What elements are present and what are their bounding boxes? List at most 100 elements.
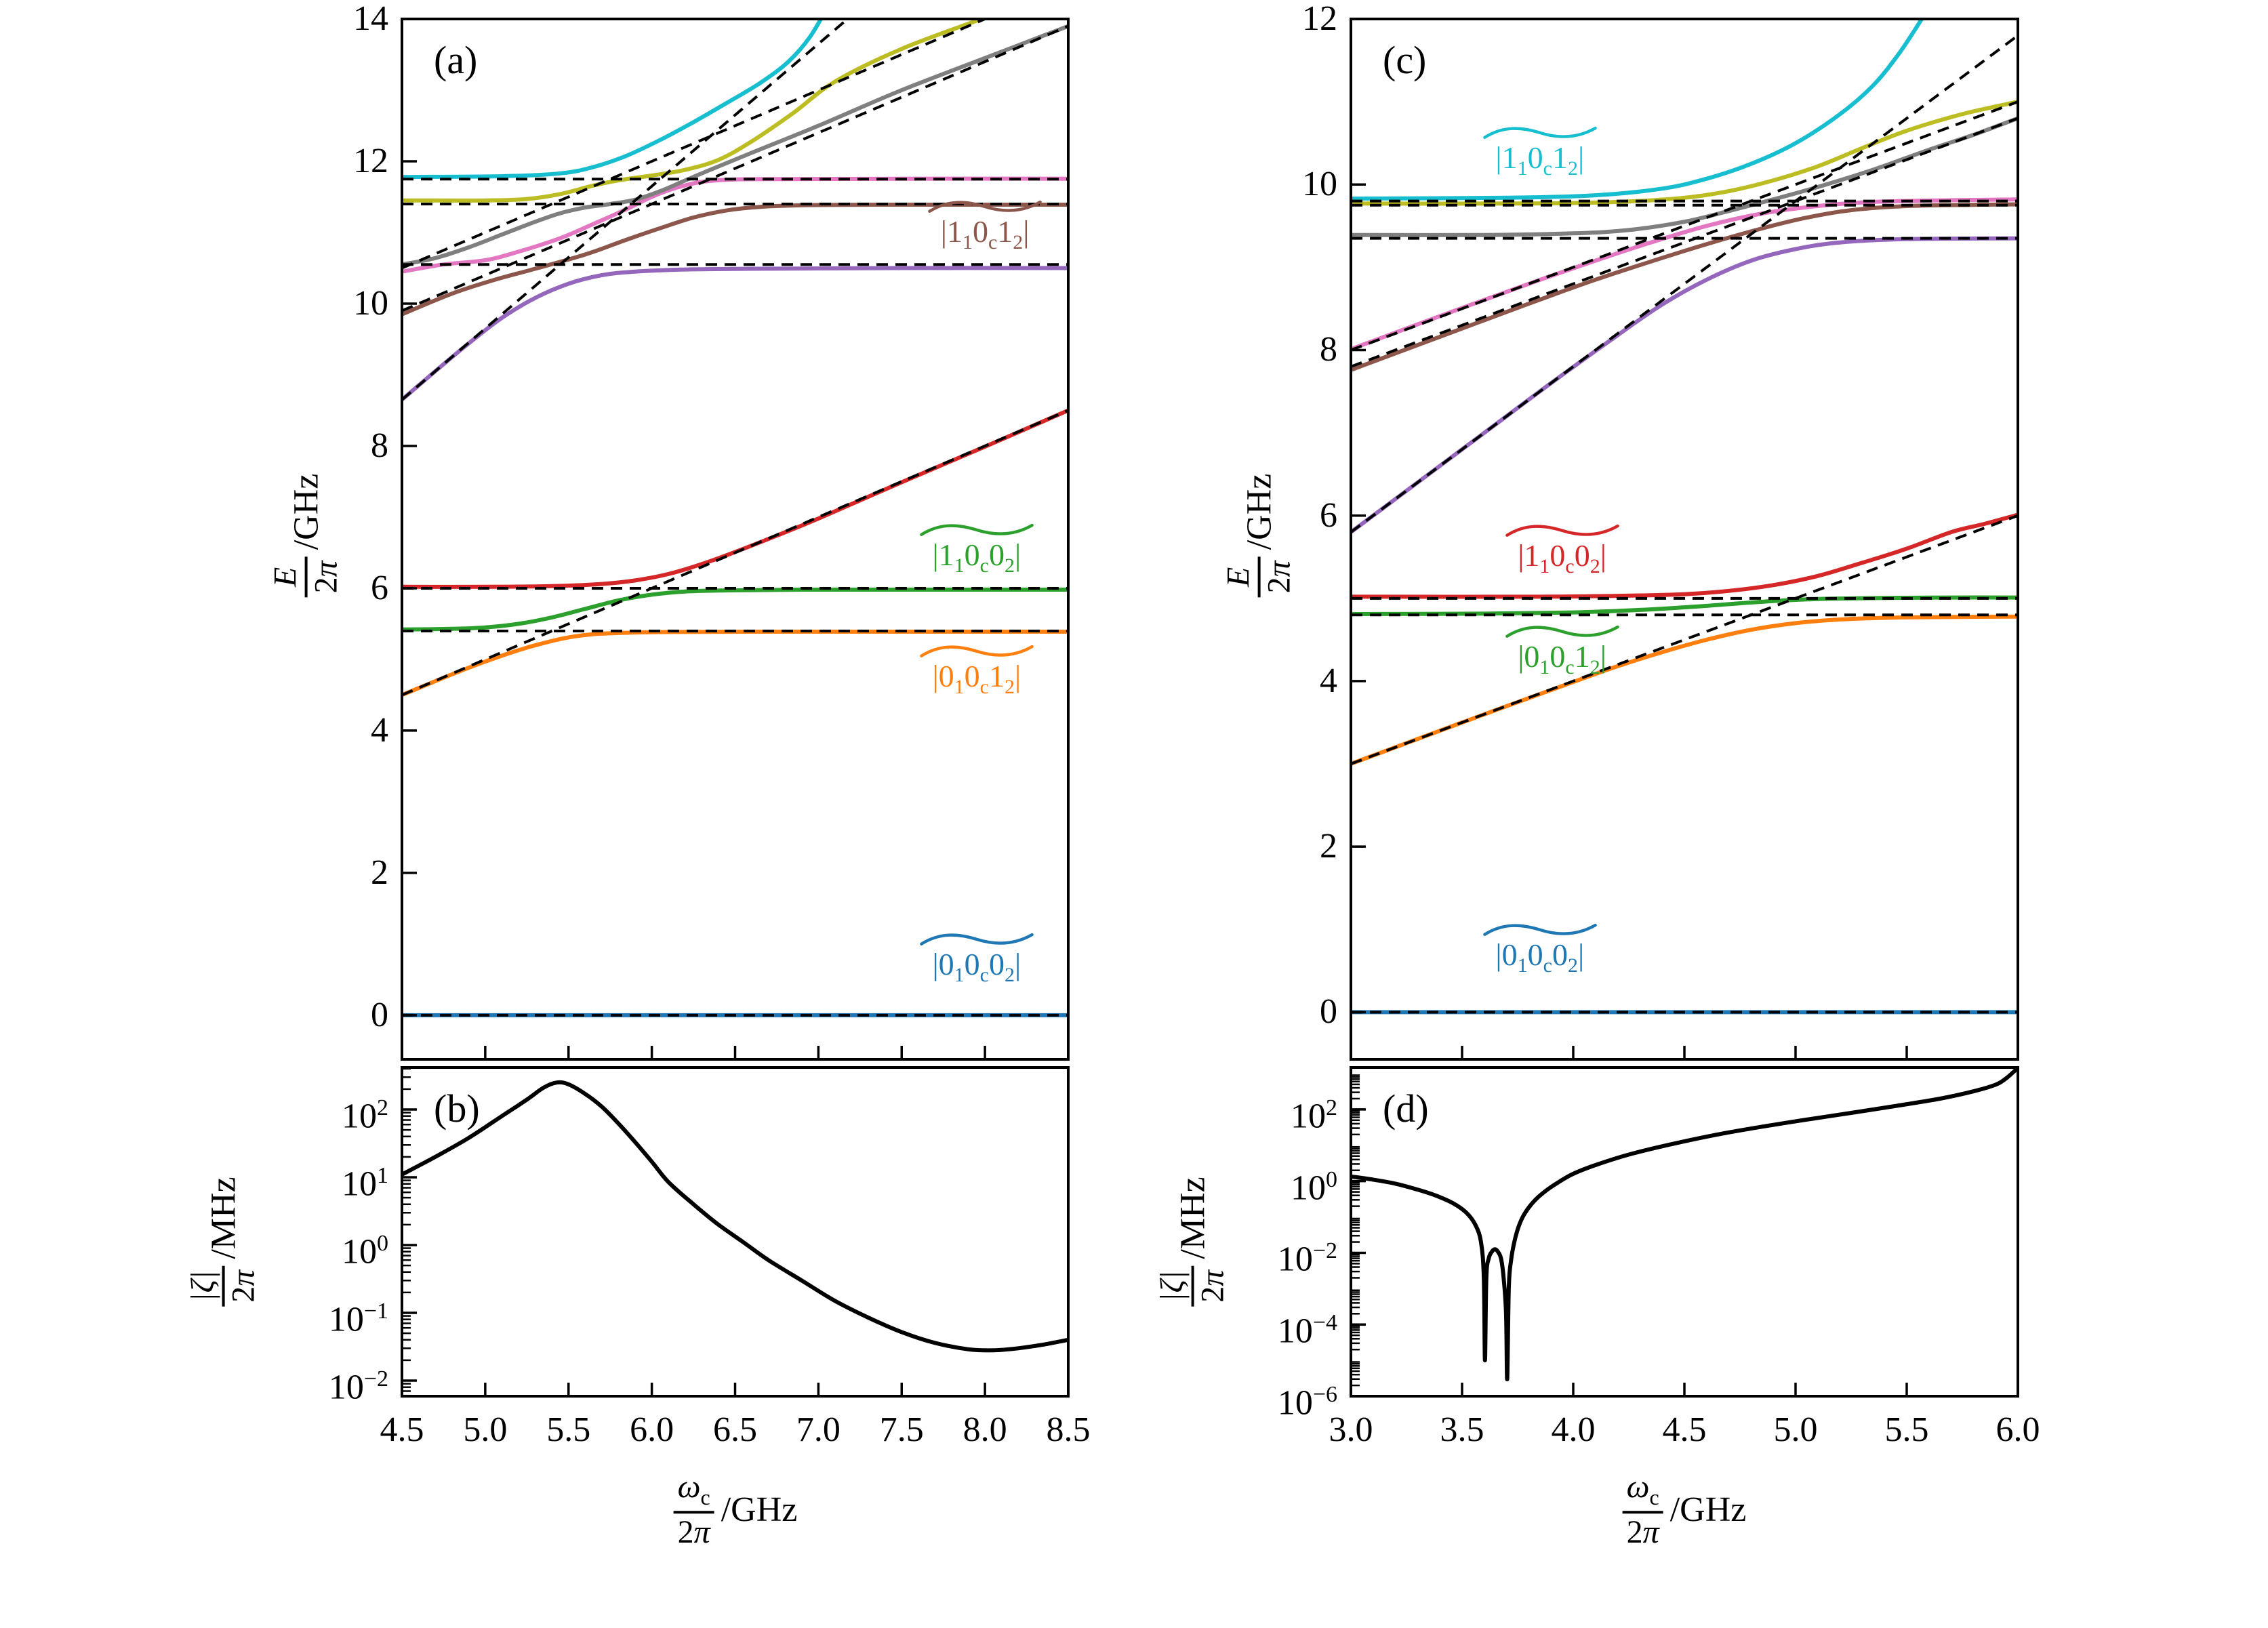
x-axis-label-d: ωc 2π /GHz xyxy=(1622,1469,1747,1551)
y-tick-label-a: 8 xyxy=(371,426,388,465)
x-tick-label-b: 8.0 xyxy=(963,1410,1007,1449)
curve-c-dressed-0_10_c1_2-b xyxy=(1351,595,2018,616)
frac-den-2: 2 xyxy=(1195,1286,1231,1303)
x-tick-label-b: 8.5 xyxy=(1046,1410,1091,1449)
y-tick-label-b: 102 xyxy=(342,1095,388,1136)
dashed-diagonal-a-1 xyxy=(402,24,1068,312)
state-label-a: |010c02| xyxy=(919,931,1034,992)
y-axis-label-c: E 2π /GHz xyxy=(1220,474,1297,598)
tilde-icon xyxy=(1505,524,1619,537)
y-tick-label-d: 10−6 xyxy=(1277,1382,1337,1423)
unit-ghz: /GHz xyxy=(287,473,326,550)
y-tick-label-a: 2 xyxy=(371,853,388,892)
x-tick-label-b: 7.5 xyxy=(879,1410,924,1449)
fraction-omega-2pi: ωc 2π xyxy=(1622,1469,1663,1551)
frac-num: E xyxy=(1220,567,1257,587)
fraction-omega-2pi: ωc 2π xyxy=(673,1469,714,1551)
frac-den-2: 2 xyxy=(1626,1514,1643,1551)
frac-num: |ζ| xyxy=(184,1270,221,1302)
unit-mhz: /MHz xyxy=(1173,1177,1213,1259)
x-tick-label-d: 4.5 xyxy=(1662,1410,1707,1449)
state-label-text: |110c02| xyxy=(932,537,1021,577)
unit-ghz: /GHz xyxy=(721,1490,798,1530)
y-tick-label-b: 10−1 xyxy=(328,1299,388,1339)
x-axis-label-b: ωc 2π /GHz xyxy=(673,1469,798,1551)
unit-mhz: /MHz xyxy=(204,1177,243,1259)
panel-b-plot-area xyxy=(402,1080,1068,1353)
state-label-text: |110c12| xyxy=(940,213,1030,253)
panel-letter-c: (c) xyxy=(1383,38,1427,82)
y-tick-label-a: 4 xyxy=(371,710,388,750)
x-tick-label-d: 3.0 xyxy=(1329,1410,1373,1449)
curve-c-two-exc-1 xyxy=(1351,236,2018,535)
x-tick-label-d: 5.5 xyxy=(1884,1410,1929,1449)
tilde-icon xyxy=(920,524,1034,537)
y-axis-label-b: |ζ| 2π /MHz xyxy=(184,1177,262,1307)
state-label-a: |110c12| xyxy=(927,199,1042,260)
dashed-diagonal-a-3 xyxy=(402,19,850,401)
tilde-icon xyxy=(920,933,1034,946)
y-axis-label-d: |ζ| 2π /MHz xyxy=(1154,1177,1231,1307)
y-tick-label-c: 4 xyxy=(1320,661,1337,700)
curve-a-two-exc-1 xyxy=(402,266,1068,402)
state-label-c: |010c02| xyxy=(1482,922,1598,983)
fraction-zeta-2pi: |ζ| 2π xyxy=(184,1265,262,1307)
panel-c-frame xyxy=(1350,18,2019,1061)
y-tick-label-a: 0 xyxy=(371,995,388,1034)
curve-c-two-exc-6-1_10_c1_2 xyxy=(1351,19,1924,201)
y-tick-label-c: 2 xyxy=(1320,827,1337,866)
y-tick-label-a: 14 xyxy=(353,0,388,38)
x-tick-label-d: 6.0 xyxy=(1996,1410,2040,1449)
curve-a-two-exc-4 xyxy=(402,24,1068,267)
fraction-bar xyxy=(222,1265,225,1307)
frac-num-omega: ω xyxy=(677,1469,701,1505)
frac-den-2: 2 xyxy=(226,1286,262,1303)
y-tick-label-d: 10−4 xyxy=(1277,1310,1337,1351)
fraction-bar xyxy=(1192,1265,1194,1307)
panel-letter-d: (d) xyxy=(1383,1086,1429,1131)
state-label-text: |010c12| xyxy=(1518,638,1606,678)
dashed-diagonal-c-3 xyxy=(1351,34,2018,533)
x-tick-label-b: 4.5 xyxy=(380,1410,424,1449)
y-tick-label-a: 10 xyxy=(353,283,388,323)
curve-d-zz-coupling xyxy=(1351,1067,2018,1381)
panel-d-plot-area xyxy=(1351,1067,2018,1381)
tilde-icon xyxy=(1482,924,1597,937)
fraction-zeta-2pi: |ζ| 2π xyxy=(1154,1265,1231,1307)
y-tick-label-a: 12 xyxy=(353,141,388,180)
panel-c-plot-area xyxy=(1351,19,2018,1015)
tilde-icon xyxy=(1505,625,1619,638)
state-label-a: |110c02| xyxy=(919,522,1034,583)
state-label-c: |010c12| xyxy=(1505,624,1620,685)
curve-a-two-exc-6 xyxy=(402,19,824,180)
frac-den-pi: π xyxy=(1642,1514,1659,1551)
x-tick-label-d: 4.0 xyxy=(1551,1410,1596,1449)
x-tick-label-b: 6.0 xyxy=(630,1410,674,1449)
fraction-bar xyxy=(673,1511,714,1514)
state-label-text: |010c02| xyxy=(932,947,1021,987)
tilde-icon xyxy=(920,645,1034,657)
x-tick-label-b: 5.5 xyxy=(546,1410,591,1449)
fraction-bar xyxy=(1258,556,1261,598)
tilde-icon xyxy=(1482,127,1597,140)
omega-subscript: c xyxy=(700,1484,710,1509)
frac-num-omega: ω xyxy=(1626,1469,1650,1505)
dashed-diagonal-c-2 xyxy=(1351,100,2018,352)
panel-letter-a: (a) xyxy=(434,38,478,82)
curve-c-two-exc-4 xyxy=(1351,116,2018,237)
x-tick-label-b: 7.0 xyxy=(796,1410,841,1449)
state-label-a: |010c12| xyxy=(919,643,1034,704)
y-tick-label-c: 10 xyxy=(1302,165,1337,204)
tilde-icon xyxy=(928,200,1042,213)
curve-a-two-exc-3 xyxy=(402,176,1068,274)
state-label-c: |110c02| xyxy=(1505,523,1620,584)
y-tick-label-b: 101 xyxy=(342,1163,388,1204)
state-label-text: |010c12| xyxy=(932,658,1021,699)
y-tick-label-b: 100 xyxy=(342,1231,388,1271)
unit-ghz: /GHz xyxy=(1669,1490,1747,1530)
state-label-c: |110c12| xyxy=(1482,125,1598,186)
curve-c-dressed-0_10_c1_2 xyxy=(1351,614,2018,766)
frac-den-2: 2 xyxy=(677,1514,694,1551)
